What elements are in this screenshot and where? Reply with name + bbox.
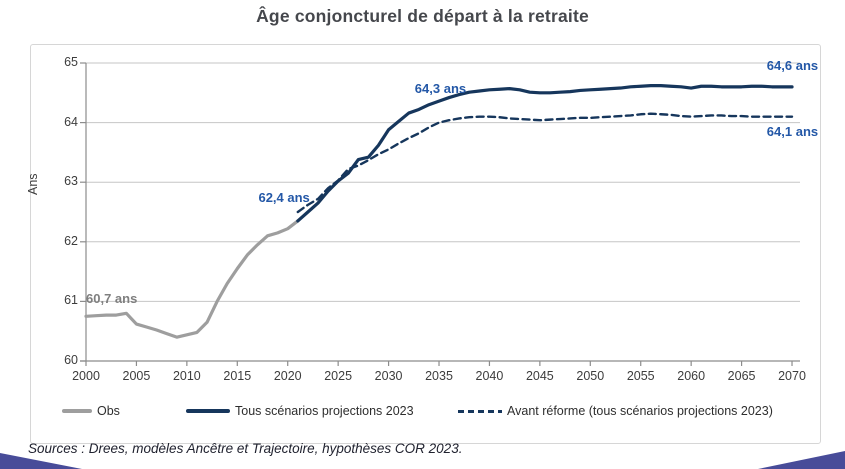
y-tick-label-63: 63 (64, 174, 78, 189)
x-tick-label-2055: 2055 (626, 369, 655, 383)
x-tick-label-2050: 2050 (576, 369, 605, 383)
legend-label-projections: Tous scénarios projections 2023 (235, 404, 414, 418)
legend-label-avant-reforme: Avant réforme (tous scénarios projection… (507, 404, 773, 418)
y-tick-label-60: 60 (64, 353, 78, 367)
bottom-right-corner-decoration (758, 451, 845, 469)
projections-line-swatch-icon (186, 409, 230, 413)
annotation-64-6-ans: 64,6 ans (766, 58, 819, 74)
x-tick-label-2025: 2025 (324, 369, 353, 383)
avant-reforme-dashed-swatch-icon (458, 409, 502, 413)
legend-item-avant-reforme: Avant réforme (tous scénarios projection… (458, 403, 773, 419)
annotation-62-4-ans: 62,4 ans (258, 189, 310, 205)
x-tick-label-2005: 2005 (122, 369, 151, 383)
annotation-60-7-ans: 60,7 ans (86, 291, 138, 307)
y-axis-title: Ans (26, 173, 40, 195)
x-tick-label-2035: 2035 (425, 369, 453, 383)
x-tick-label-2020: 2020 (273, 369, 302, 383)
y-tick-label-62: 62 (64, 233, 78, 248)
chart-panel (30, 44, 821, 444)
x-tick-label-2045: 2045 (525, 369, 554, 383)
page-title: Âge conjoncturel de départ à la retraite (256, 6, 589, 26)
x-tick-label-2070: 2070 (778, 369, 806, 383)
y-tick-label-64: 64 (64, 114, 78, 129)
x-tick-label-2015: 2015 (223, 369, 252, 383)
x-tick-label-2000: 2000 (72, 369, 100, 383)
x-tick-label-2030: 2030 (374, 369, 403, 383)
x-tick-label-2060: 2060 (677, 369, 706, 383)
annotation-64-3-ans: 64,3 ans (414, 80, 467, 96)
y-tick-label-61: 61 (64, 293, 78, 308)
y-tick-label-65: 65 (64, 55, 78, 69)
source-note: Sources : Drees, modèles Ancêtre et Traj… (28, 441, 463, 456)
x-tick-label-2010: 2010 (172, 369, 201, 383)
annotation-64-1-ans: 64,1 ans (766, 123, 819, 139)
legend-item-obs: Obs (62, 403, 120, 419)
x-tick-label-2065: 2065 (727, 369, 756, 383)
legend-label-obs: Obs (97, 404, 120, 418)
obs-line-swatch-icon (62, 409, 92, 413)
x-tick-label-2040: 2040 (475, 369, 504, 383)
legend-item-projections: Tous scénarios projections 2023 (186, 403, 414, 419)
